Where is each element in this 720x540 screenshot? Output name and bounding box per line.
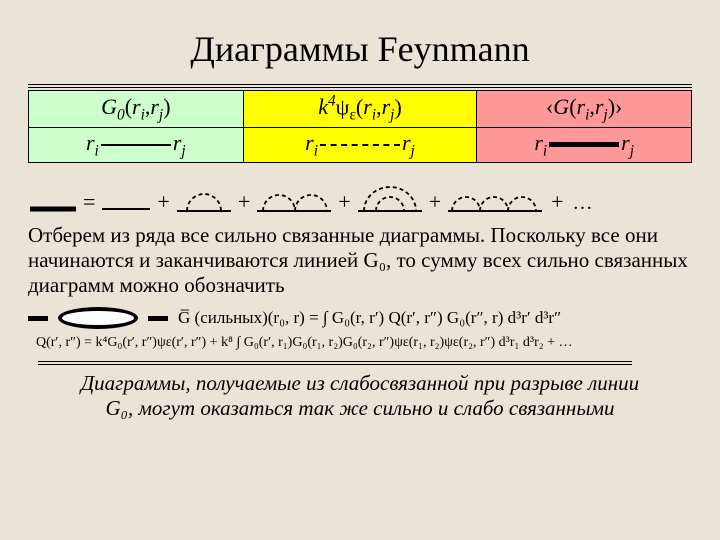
equation-1: G̅ (сильных)(r₀, r) = ∫ G₀(r, r′) Q(r′, … — [178, 308, 561, 328]
dashed-line-icon — [320, 144, 400, 146]
bottom-rule — [38, 361, 632, 365]
short-bold-line-icon — [148, 316, 168, 321]
solid-line-icon — [101, 144, 171, 146]
plus-sign: + — [157, 189, 169, 215]
line-avg-g: ri rj — [477, 127, 692, 162]
series-lhs-icon — [28, 199, 78, 215]
slide-title: Диаграммы Feynmann — [28, 28, 692, 70]
ellipse-icon — [58, 307, 138, 329]
series-term3-icon — [356, 179, 424, 215]
cell-g0: G0(ri,rj) — [29, 91, 244, 128]
cell-kpsi: k4ψε(ri,rj) — [243, 91, 477, 128]
series-term4-icon — [446, 181, 546, 215]
footer-line-2: G₀, могут оказаться так же сильно и слаб… — [28, 396, 692, 420]
cell-avg-g: ‹G(ri,rj)› — [477, 91, 692, 128]
equation-2: Q(r′, r″) = k⁴G₀(r′, r″)ψε(r′, r″) + k⁸ … — [36, 335, 692, 351]
series-term2-icon — [255, 181, 333, 215]
propagator-table: G0(ri,rj) k4ψε(ri,rj) ‹G(ri,rj)› ri rj r… — [28, 90, 692, 163]
equation-1-row: G̅ (сильных)(r₀, r) = ∫ G₀(r, r′) Q(r′, … — [28, 307, 692, 329]
series-term1-icon — [175, 181, 233, 215]
footer-line-1: Диаграммы, получаемые из слабосвязанной … — [28, 371, 692, 395]
plus-sign: + — [429, 189, 441, 215]
plus-sign: + — [551, 189, 563, 215]
bold-line-icon — [549, 142, 619, 147]
plus-sign: + — [238, 189, 250, 215]
equals-sign: = — [83, 189, 95, 215]
diagram-series: = + + + + + … — [28, 175, 692, 215]
table-line-row: ri rj ri rj ri rj — [29, 127, 692, 162]
series-term0-icon — [100, 199, 152, 215]
series-ellipsis: … — [573, 192, 595, 215]
footer-note: Диаграммы, получаемые из слабосвязанной … — [28, 371, 692, 419]
table-header-row: G0(ri,rj) k4ψε(ri,rj) ‹G(ri,rj)› — [29, 91, 692, 128]
title-rule — [28, 84, 692, 88]
body-paragraph: Отберем из ряда все сильно связанные диа… — [28, 223, 692, 297]
plus-sign: + — [338, 189, 350, 215]
slide-root: Диаграммы Feynmann G0(ri,rj) k4ψε(ri,rj)… — [0, 0, 720, 540]
line-kpsi: ri rj — [243, 127, 477, 162]
short-bold-line-icon — [28, 316, 48, 321]
line-g0: ri rj — [29, 127, 244, 162]
